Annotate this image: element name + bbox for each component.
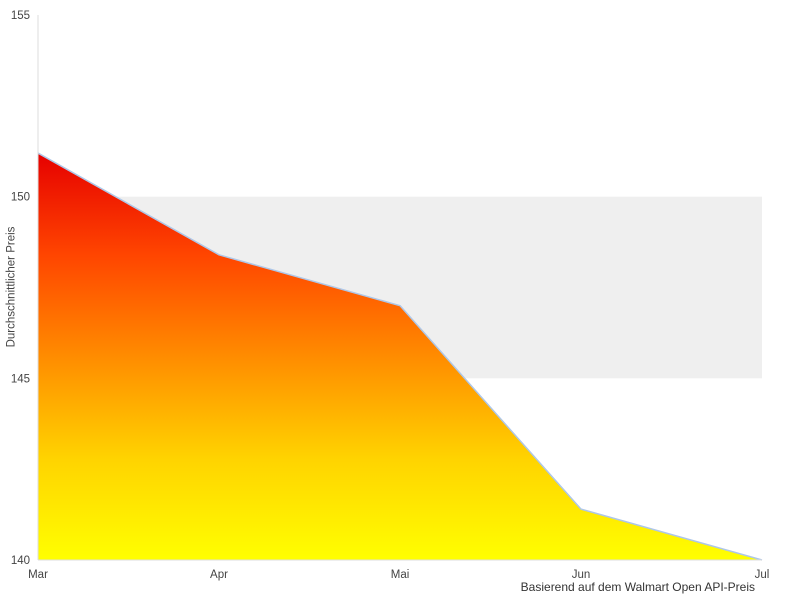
chart-caption: Basierend auf dem Walmart Open API-Preis	[520, 580, 755, 594]
x-tick-label: Jul	[755, 569, 770, 581]
y-tick-label: 155	[11, 10, 30, 22]
y-tick-label: 145	[11, 373, 30, 385]
x-tick-label: Jun	[572, 569, 591, 581]
chart-line	[37, 152, 763, 561]
x-tick-label: Mar	[28, 569, 48, 581]
y-tick-label: 150	[11, 192, 30, 204]
y-tick-label: 140	[11, 555, 30, 567]
x-tick-label: Apr	[210, 569, 228, 581]
x-tick-label: Mai	[391, 569, 410, 581]
